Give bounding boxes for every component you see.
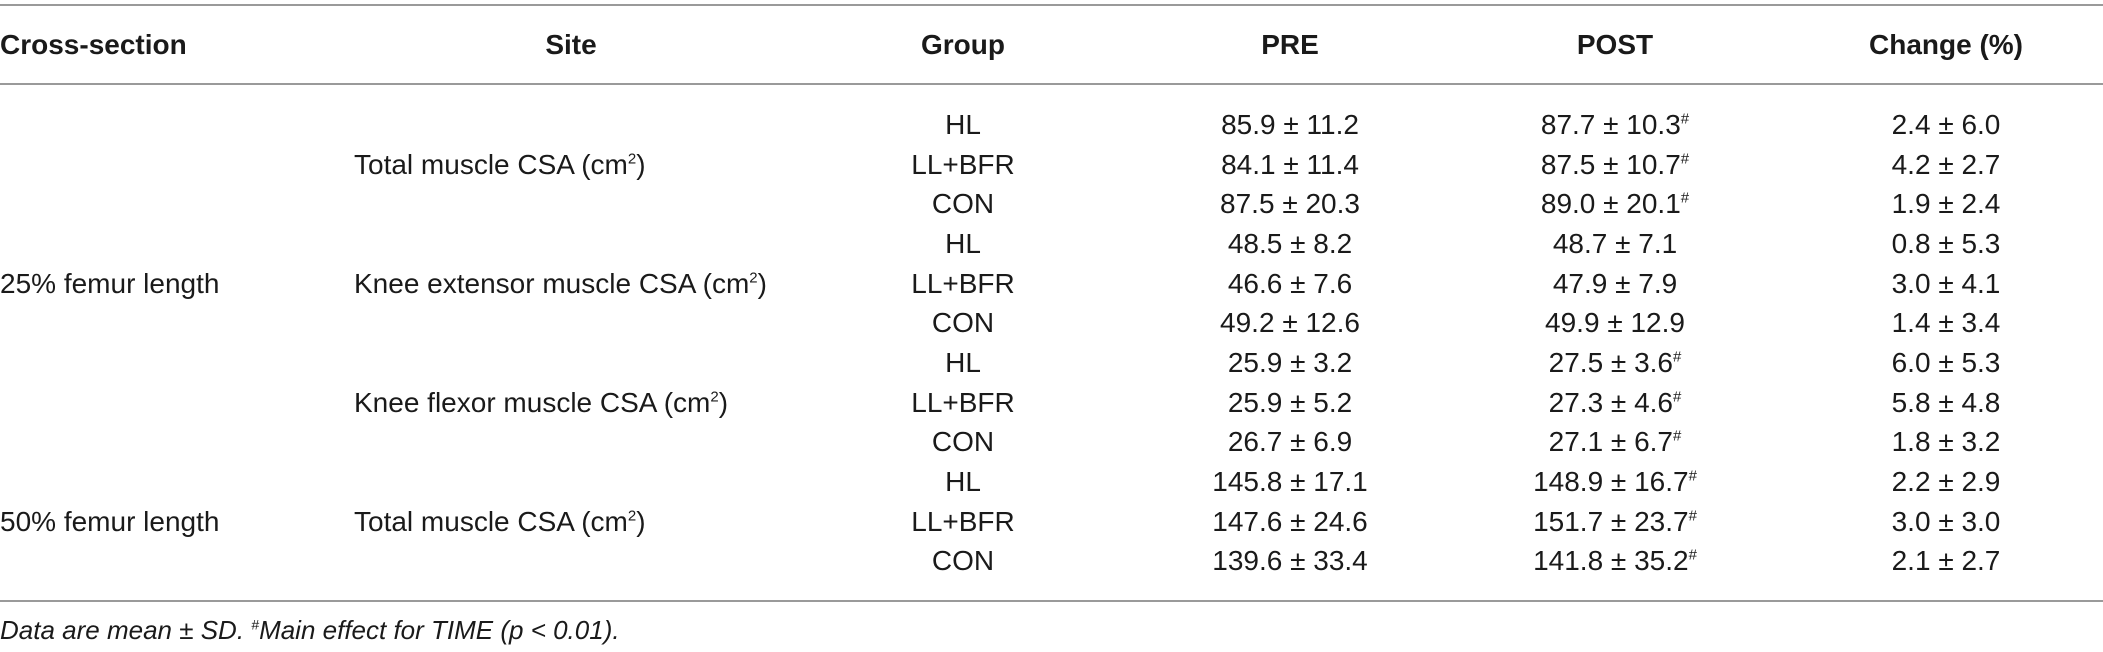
change-cell: 1.9 ± 2.4 [1891, 188, 2001, 219]
post-cell: 27.1 ± 6.7# [1548, 426, 1682, 457]
post-cell: 47.9 ± 7.9 [1552, 268, 1678, 299]
change-cell: 3.0 ± 4.1 [1891, 268, 2001, 299]
group-cell: CON [931, 545, 995, 576]
post-cell: 48.7 ± 7.1 [1552, 228, 1678, 259]
change-cell: 0.8 ± 5.3 [1891, 228, 2001, 259]
group-cell: HL [945, 228, 981, 259]
pre-cell: 85.9 ± 11.2 [1221, 109, 1359, 140]
post-cell: 87.7 ± 10.3# [1540, 109, 1690, 140]
header-post: POST [1576, 29, 1654, 60]
post-cell: 141.8 ± 35.2# [1533, 545, 1697, 576]
pre-cell: 139.6 ± 33.4 [1212, 545, 1368, 576]
site-label: Total muscle CSA (cm2) [354, 506, 646, 537]
group-cell: HL [945, 347, 981, 378]
post-cell: 49.9 ± 12.9 [1545, 307, 1685, 338]
pre-cell: 26.7 ± 6.9 [1227, 426, 1353, 457]
table-top-rule [0, 4, 2103, 6]
group-cell: CON [931, 426, 995, 457]
header-site: Site [545, 29, 597, 60]
change-cell: 2.1 ± 2.7 [1891, 545, 2001, 576]
post-cell: 89.0 ± 20.1# [1540, 188, 1690, 219]
pre-cell: 48.5 ± 8.2 [1227, 228, 1353, 259]
site-label: Knee flexor muscle CSA (cm2) [354, 387, 729, 418]
change-cell: 1.4 ± 3.4 [1891, 307, 2001, 338]
change-cell: 1.8 ± 3.2 [1891, 426, 2001, 457]
change-cell: 5.8 ± 4.8 [1891, 387, 2001, 418]
pre-cell: 49.2 ± 12.6 [1220, 307, 1360, 338]
cross-section-label: 25% femur length [0, 268, 220, 299]
cross-section-label: 50% femur length [0, 506, 220, 537]
change-cell: 6.0 ± 5.3 [1891, 347, 2001, 378]
post-cell: 27.3 ± 4.6# [1548, 387, 1682, 418]
group-cell: LL+BFR [911, 268, 1015, 299]
header-group: Group [921, 29, 1005, 60]
group-cell: LL+BFR [911, 506, 1015, 537]
change-cell: 4.2 ± 2.7 [1891, 149, 2001, 180]
pre-cell: 87.5 ± 20.3 [1220, 188, 1360, 219]
group-cell: HL [945, 466, 981, 497]
change-cell: 3.0 ± 3.0 [1891, 506, 2001, 537]
post-cell: 151.7 ± 23.7# [1533, 506, 1697, 537]
group-cell: CON [931, 307, 995, 338]
header-cross-section: Cross-section [0, 29, 187, 60]
group-cell: HL [945, 109, 981, 140]
site-label: Knee extensor muscle CSA (cm2) [354, 268, 767, 299]
pre-cell: 25.9 ± 3.2 [1227, 347, 1353, 378]
post-cell: 27.5 ± 3.6# [1548, 347, 1682, 378]
change-cell: 2.2 ± 2.9 [1891, 466, 2001, 497]
pre-cell: 145.8 ± 17.1 [1212, 466, 1368, 497]
pre-cell: 25.9 ± 5.2 [1227, 387, 1353, 418]
table-footnote: Data are mean ± SD. #Main effect for TIM… [0, 615, 620, 645]
pre-cell: 84.1 ± 11.4 [1221, 149, 1359, 180]
group-cell: CON [931, 188, 995, 219]
change-cell: 2.4 ± 6.0 [1891, 109, 2001, 140]
pre-cell: 46.6 ± 7.6 [1227, 268, 1353, 299]
table-header-rule [0, 83, 2103, 85]
header-change: Change (%) [1869, 29, 2023, 60]
table-bottom-rule [0, 600, 2103, 602]
pre-cell: 147.6 ± 24.6 [1212, 506, 1368, 537]
post-cell: 87.5 ± 10.7# [1540, 149, 1690, 180]
group-cell: LL+BFR [911, 387, 1015, 418]
post-cell: 148.9 ± 16.7# [1533, 466, 1697, 497]
header-pre: PRE [1261, 29, 1319, 60]
group-cell: LL+BFR [911, 149, 1015, 180]
site-label: Total muscle CSA (cm2) [354, 149, 646, 180]
